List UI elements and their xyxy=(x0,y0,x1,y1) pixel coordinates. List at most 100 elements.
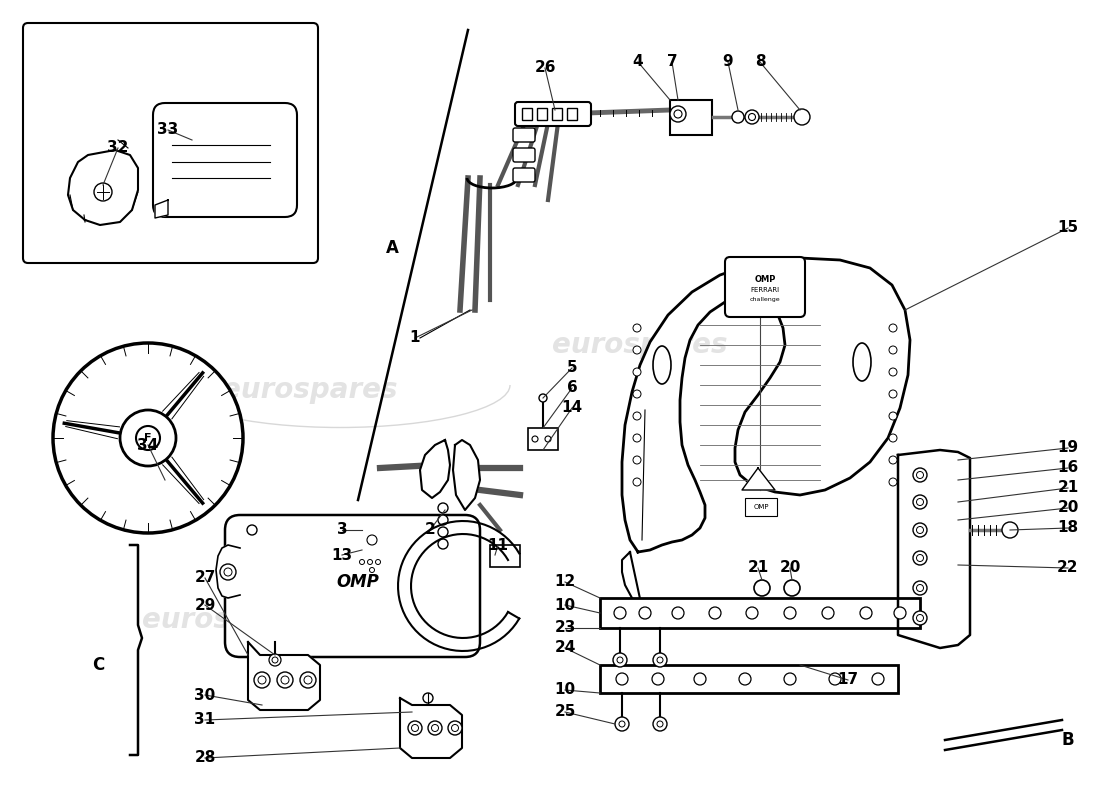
Circle shape xyxy=(277,672,293,688)
Ellipse shape xyxy=(653,346,671,384)
Circle shape xyxy=(632,412,641,420)
Text: 28: 28 xyxy=(195,750,216,766)
Text: FERRARI: FERRARI xyxy=(750,287,780,293)
Text: C: C xyxy=(92,656,104,674)
Circle shape xyxy=(916,498,924,506)
Circle shape xyxy=(360,559,364,565)
Circle shape xyxy=(889,412,896,420)
FancyBboxPatch shape xyxy=(153,103,297,217)
Circle shape xyxy=(653,653,667,667)
Polygon shape xyxy=(216,545,240,598)
Circle shape xyxy=(424,693,433,703)
FancyBboxPatch shape xyxy=(513,168,535,182)
Circle shape xyxy=(438,527,448,537)
Text: 3: 3 xyxy=(337,522,348,538)
Circle shape xyxy=(367,559,373,565)
Circle shape xyxy=(913,468,927,482)
Polygon shape xyxy=(400,698,462,758)
Ellipse shape xyxy=(852,343,871,381)
Polygon shape xyxy=(68,150,138,225)
Circle shape xyxy=(438,503,448,513)
Circle shape xyxy=(438,539,448,549)
Text: A: A xyxy=(386,239,398,257)
Polygon shape xyxy=(155,200,168,218)
Text: 21: 21 xyxy=(747,561,769,575)
Circle shape xyxy=(613,653,627,667)
Circle shape xyxy=(674,110,682,118)
Text: 21: 21 xyxy=(1057,481,1079,495)
Circle shape xyxy=(408,721,422,735)
Circle shape xyxy=(614,607,626,619)
Text: eurospares: eurospares xyxy=(142,606,318,634)
Text: B: B xyxy=(1062,731,1075,749)
Text: 20: 20 xyxy=(1057,501,1079,515)
Circle shape xyxy=(539,394,547,402)
Polygon shape xyxy=(248,642,320,710)
Bar xyxy=(745,498,777,516)
Text: F: F xyxy=(144,433,152,443)
Circle shape xyxy=(872,673,884,685)
Circle shape xyxy=(632,368,641,376)
Text: 29: 29 xyxy=(195,598,216,613)
Text: 8: 8 xyxy=(755,54,766,70)
FancyBboxPatch shape xyxy=(513,148,535,162)
Circle shape xyxy=(632,390,641,398)
Circle shape xyxy=(889,478,896,486)
Text: 23: 23 xyxy=(554,621,575,635)
Circle shape xyxy=(220,564,236,580)
Text: 4: 4 xyxy=(632,54,644,70)
Circle shape xyxy=(615,717,629,731)
Text: 6: 6 xyxy=(566,381,578,395)
Polygon shape xyxy=(742,468,775,490)
Circle shape xyxy=(617,657,623,663)
Circle shape xyxy=(913,551,927,565)
Circle shape xyxy=(784,607,796,619)
Circle shape xyxy=(136,426,160,450)
Circle shape xyxy=(889,346,896,354)
Circle shape xyxy=(652,673,664,685)
Text: 10: 10 xyxy=(554,682,575,698)
Circle shape xyxy=(94,183,112,201)
Bar xyxy=(537,108,547,120)
Circle shape xyxy=(619,721,625,727)
FancyBboxPatch shape xyxy=(725,257,805,317)
FancyBboxPatch shape xyxy=(23,23,318,263)
Circle shape xyxy=(370,567,374,573)
Text: 22: 22 xyxy=(1057,561,1079,575)
Circle shape xyxy=(913,611,927,625)
Bar xyxy=(600,665,898,693)
Circle shape xyxy=(889,368,896,376)
Circle shape xyxy=(889,434,896,442)
Text: 10: 10 xyxy=(554,598,575,613)
Circle shape xyxy=(670,106,686,122)
Text: 14: 14 xyxy=(561,401,583,415)
Circle shape xyxy=(224,568,232,576)
Text: 15: 15 xyxy=(1057,221,1079,235)
Circle shape xyxy=(822,607,834,619)
Circle shape xyxy=(710,607,720,619)
Circle shape xyxy=(270,654,280,666)
Circle shape xyxy=(280,676,289,684)
Text: eurospares: eurospares xyxy=(552,331,728,359)
Bar xyxy=(552,108,562,120)
Text: 26: 26 xyxy=(535,61,556,75)
Circle shape xyxy=(632,324,641,332)
Polygon shape xyxy=(898,450,970,648)
Circle shape xyxy=(616,673,628,685)
Circle shape xyxy=(438,515,448,525)
Text: 12: 12 xyxy=(554,574,575,590)
Text: OMP: OMP xyxy=(337,573,379,591)
Circle shape xyxy=(732,111,744,123)
Text: 16: 16 xyxy=(1057,461,1079,475)
Text: 17: 17 xyxy=(837,673,859,687)
Text: 33: 33 xyxy=(157,122,178,138)
Circle shape xyxy=(248,525,257,535)
Bar xyxy=(600,598,920,628)
Circle shape xyxy=(694,673,706,685)
Circle shape xyxy=(451,725,459,731)
Text: OMP: OMP xyxy=(754,504,769,510)
Text: 20: 20 xyxy=(779,561,801,575)
Circle shape xyxy=(448,721,462,735)
Circle shape xyxy=(254,672,270,688)
Circle shape xyxy=(53,343,243,533)
